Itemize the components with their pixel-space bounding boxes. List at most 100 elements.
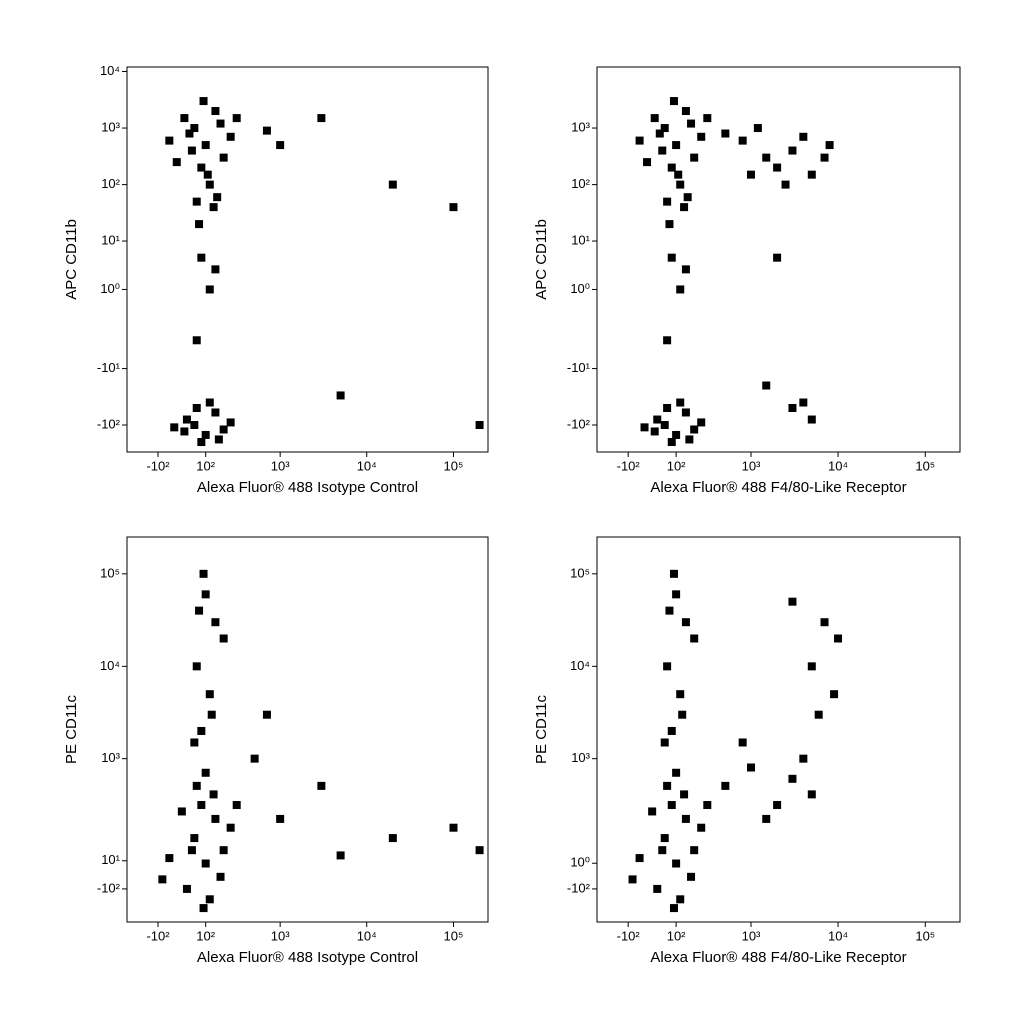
data-point [667,726,676,735]
data-point [199,97,208,106]
data-point [658,146,667,155]
data-point [635,854,644,863]
data-point [190,421,199,430]
data-point [197,726,206,735]
data-point [201,859,210,868]
data-point [262,710,271,719]
data-point [773,253,782,262]
x-tick-label: 10⁴ [828,928,848,943]
data-point [213,193,222,202]
data-point [182,884,191,893]
data-point [690,153,699,162]
data-point [721,781,730,790]
data-point [653,884,662,893]
data-point [449,823,458,832]
data-point [317,781,326,790]
data-point [825,141,834,150]
data-point [781,180,790,189]
x-tick-label: 10⁴ [828,458,848,473]
data-point [192,662,201,671]
x-tick-label: 10⁵ [444,458,464,473]
data-point [667,438,676,447]
y-tick-label: -10² [567,416,591,431]
data-point [703,801,712,810]
data-point [190,738,199,747]
data-point [276,141,285,150]
data-point [672,590,681,599]
data-point [690,846,699,855]
data-point [681,814,690,823]
data-point [697,823,706,832]
y-axis-label: PE CD11c [63,695,80,764]
data-point [205,895,214,904]
y-tick-label: 10⁰ [570,281,590,296]
data-point [814,710,823,719]
data-point [738,738,747,747]
data-point [475,846,484,855]
data-point [201,141,210,150]
y-tick-label: 10⁴ [100,63,120,78]
data-point [653,415,662,424]
data-point [660,738,669,747]
data-point [197,801,206,810]
data-point [180,114,189,123]
plot-frame [126,536,489,923]
data-point [205,180,214,189]
data-point [721,129,730,138]
data-point [650,427,659,436]
plot-frame [596,66,961,453]
points [635,97,834,447]
data-point [214,435,223,444]
data-point [172,158,181,167]
data-point [676,690,685,699]
panel: -10² 10² 10³ 10⁴ 10⁵ -10² 10¹ 10³ 10⁴ 10⁵ Alexa Fl… [63,536,489,966]
data-point [475,421,484,430]
data-point [762,153,771,162]
data-point [667,801,676,810]
data-point [762,381,771,390]
data-point [201,768,210,777]
data-point [187,146,196,155]
data-point [199,569,208,578]
data-point [207,710,216,719]
data-point [211,107,220,116]
data-point [676,398,685,407]
data-point [449,203,458,212]
data-point [738,136,747,145]
data-point [672,430,681,439]
x-axis-label: Alexa Fluor® 488 Isotype Control [197,479,418,496]
data-point [211,618,220,627]
data-point [648,807,657,816]
data-point [205,285,214,294]
data-point [182,415,191,424]
x-tick-label: 10² [196,928,215,943]
data-point [628,875,637,884]
data-point [681,408,690,417]
data-point [180,427,189,436]
data-point [681,265,690,274]
data-point [660,834,669,843]
data-point [640,423,649,432]
x-tick-label: 10² [667,928,686,943]
x-axis-label: Alexa Fluor® 488 F4/80-Like Receptor [650,949,906,966]
data-point [195,220,204,229]
y-axis-label: APC CD11b [533,219,550,300]
data-point [672,859,681,868]
data-point [680,203,689,212]
data-point [158,875,167,884]
data-point [209,203,218,212]
y-tick-label: -10² [97,416,121,431]
data-point [226,418,235,427]
data-point [317,114,326,123]
data-point [650,114,659,123]
y-tick-label: 10⁵ [100,565,120,580]
data-point [192,336,201,345]
x-tick-label: 10³ [271,458,290,473]
data-point [216,119,225,128]
panel: -10² 10² 10³ 10⁴ 10⁵ -10² -10¹ 10⁰ 10¹ 10² 10³ Alex… [533,66,961,496]
data-point [676,285,685,294]
data-point [788,597,797,606]
data-point [830,690,839,699]
data-point [660,421,669,430]
data-point [690,634,699,643]
